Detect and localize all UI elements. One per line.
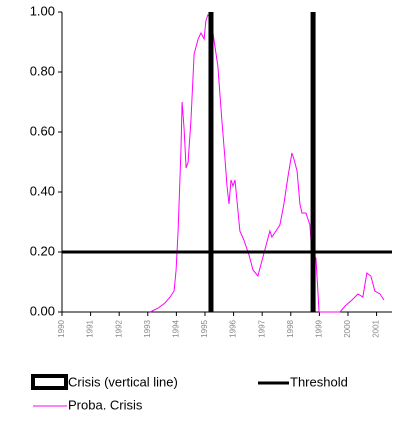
- x-tick-label: 1999: [314, 319, 323, 337]
- x-tick-label: 2001: [372, 319, 381, 337]
- y-tick-label: 1.00: [30, 3, 55, 18]
- x-tick-label: 1993: [143, 319, 152, 337]
- x-tick-label: 1991: [86, 319, 95, 337]
- x-tick-label: 1990: [57, 319, 66, 337]
- y-tick-label: 0.40: [30, 183, 55, 198]
- y-tick-label: 0.80: [30, 63, 55, 78]
- x-tick-label: 1998: [286, 319, 295, 337]
- legend-swatch-crisis: [31, 374, 68, 390]
- y-tick-label: 0.00: [30, 303, 55, 318]
- y-tick-label: 0.20: [30, 243, 55, 258]
- legend-label: Proba. Crisis: [68, 397, 143, 412]
- x-tick-label: 1994: [171, 319, 180, 337]
- legend-label: Threshold: [290, 374, 348, 389]
- x-tick-label: 2000: [343, 319, 352, 337]
- y-tick-label: 0.60: [30, 123, 55, 138]
- x-tick-label: 1996: [229, 319, 238, 337]
- x-tick-label: 1997: [257, 319, 266, 337]
- legend-label: Crisis (vertical line): [68, 374, 178, 389]
- line: [149, 14, 385, 313]
- x-tick-label: 1992: [114, 319, 123, 337]
- x-tick-label: 1995: [200, 319, 209, 337]
